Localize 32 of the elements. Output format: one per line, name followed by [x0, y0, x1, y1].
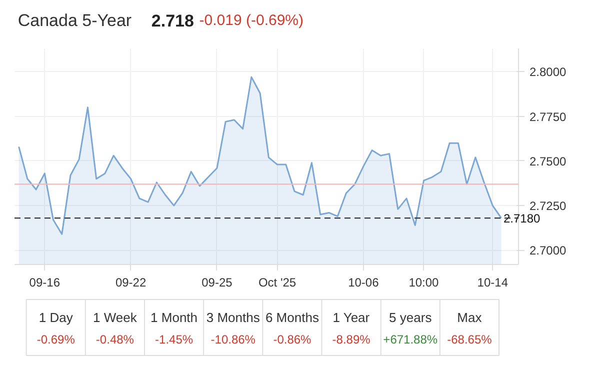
y-tick-label: 2.7750 [530, 110, 567, 124]
category-label: 1 Week [93, 310, 138, 326]
chart-title: Canada 5-Year [18, 11, 132, 30]
text: -10.86% [210, 332, 256, 346]
text: -1.45% [155, 332, 194, 346]
text: -8.89% [332, 332, 370, 346]
x-tick-label: 10:00 [408, 276, 440, 290]
x-tick-label: Oct '25 [258, 276, 296, 290]
y-tick-label: 2.7500 [530, 154, 567, 168]
x-tick-label: 10-14 [477, 276, 508, 290]
ref-line-label: 2.7180 [504, 212, 541, 226]
text: -0.019 (-0.69%) [199, 12, 304, 29]
x-tick-label: 09-16 [29, 276, 60, 290]
category-label: 1 Month [150, 310, 198, 326]
x-tick-label: 09-25 [202, 276, 233, 290]
category-label: 6 Months [265, 310, 320, 326]
text: -0.69% [36, 332, 75, 346]
text: -0.86% [273, 332, 312, 346]
text: -0.48% [96, 332, 134, 346]
x-tick-label: 09-22 [115, 276, 146, 290]
category-label: Max [457, 310, 482, 326]
y-tick-label: 2.8000 [530, 65, 567, 80]
category-label: 1 Year [332, 310, 370, 326]
text: 2.718 [151, 12, 194, 30]
category-label: 3 Months [206, 310, 260, 326]
x-tick-label: 10-06 [348, 276, 380, 290]
y-tick-label: 2.7250 [530, 199, 567, 214]
y-tick-label: 2.7000 [530, 244, 567, 258]
text: +671.88% [383, 332, 438, 346]
category-label: 5 years [389, 310, 432, 326]
text: -68.65% [447, 332, 492, 346]
category-label: 1 Day [38, 310, 74, 326]
